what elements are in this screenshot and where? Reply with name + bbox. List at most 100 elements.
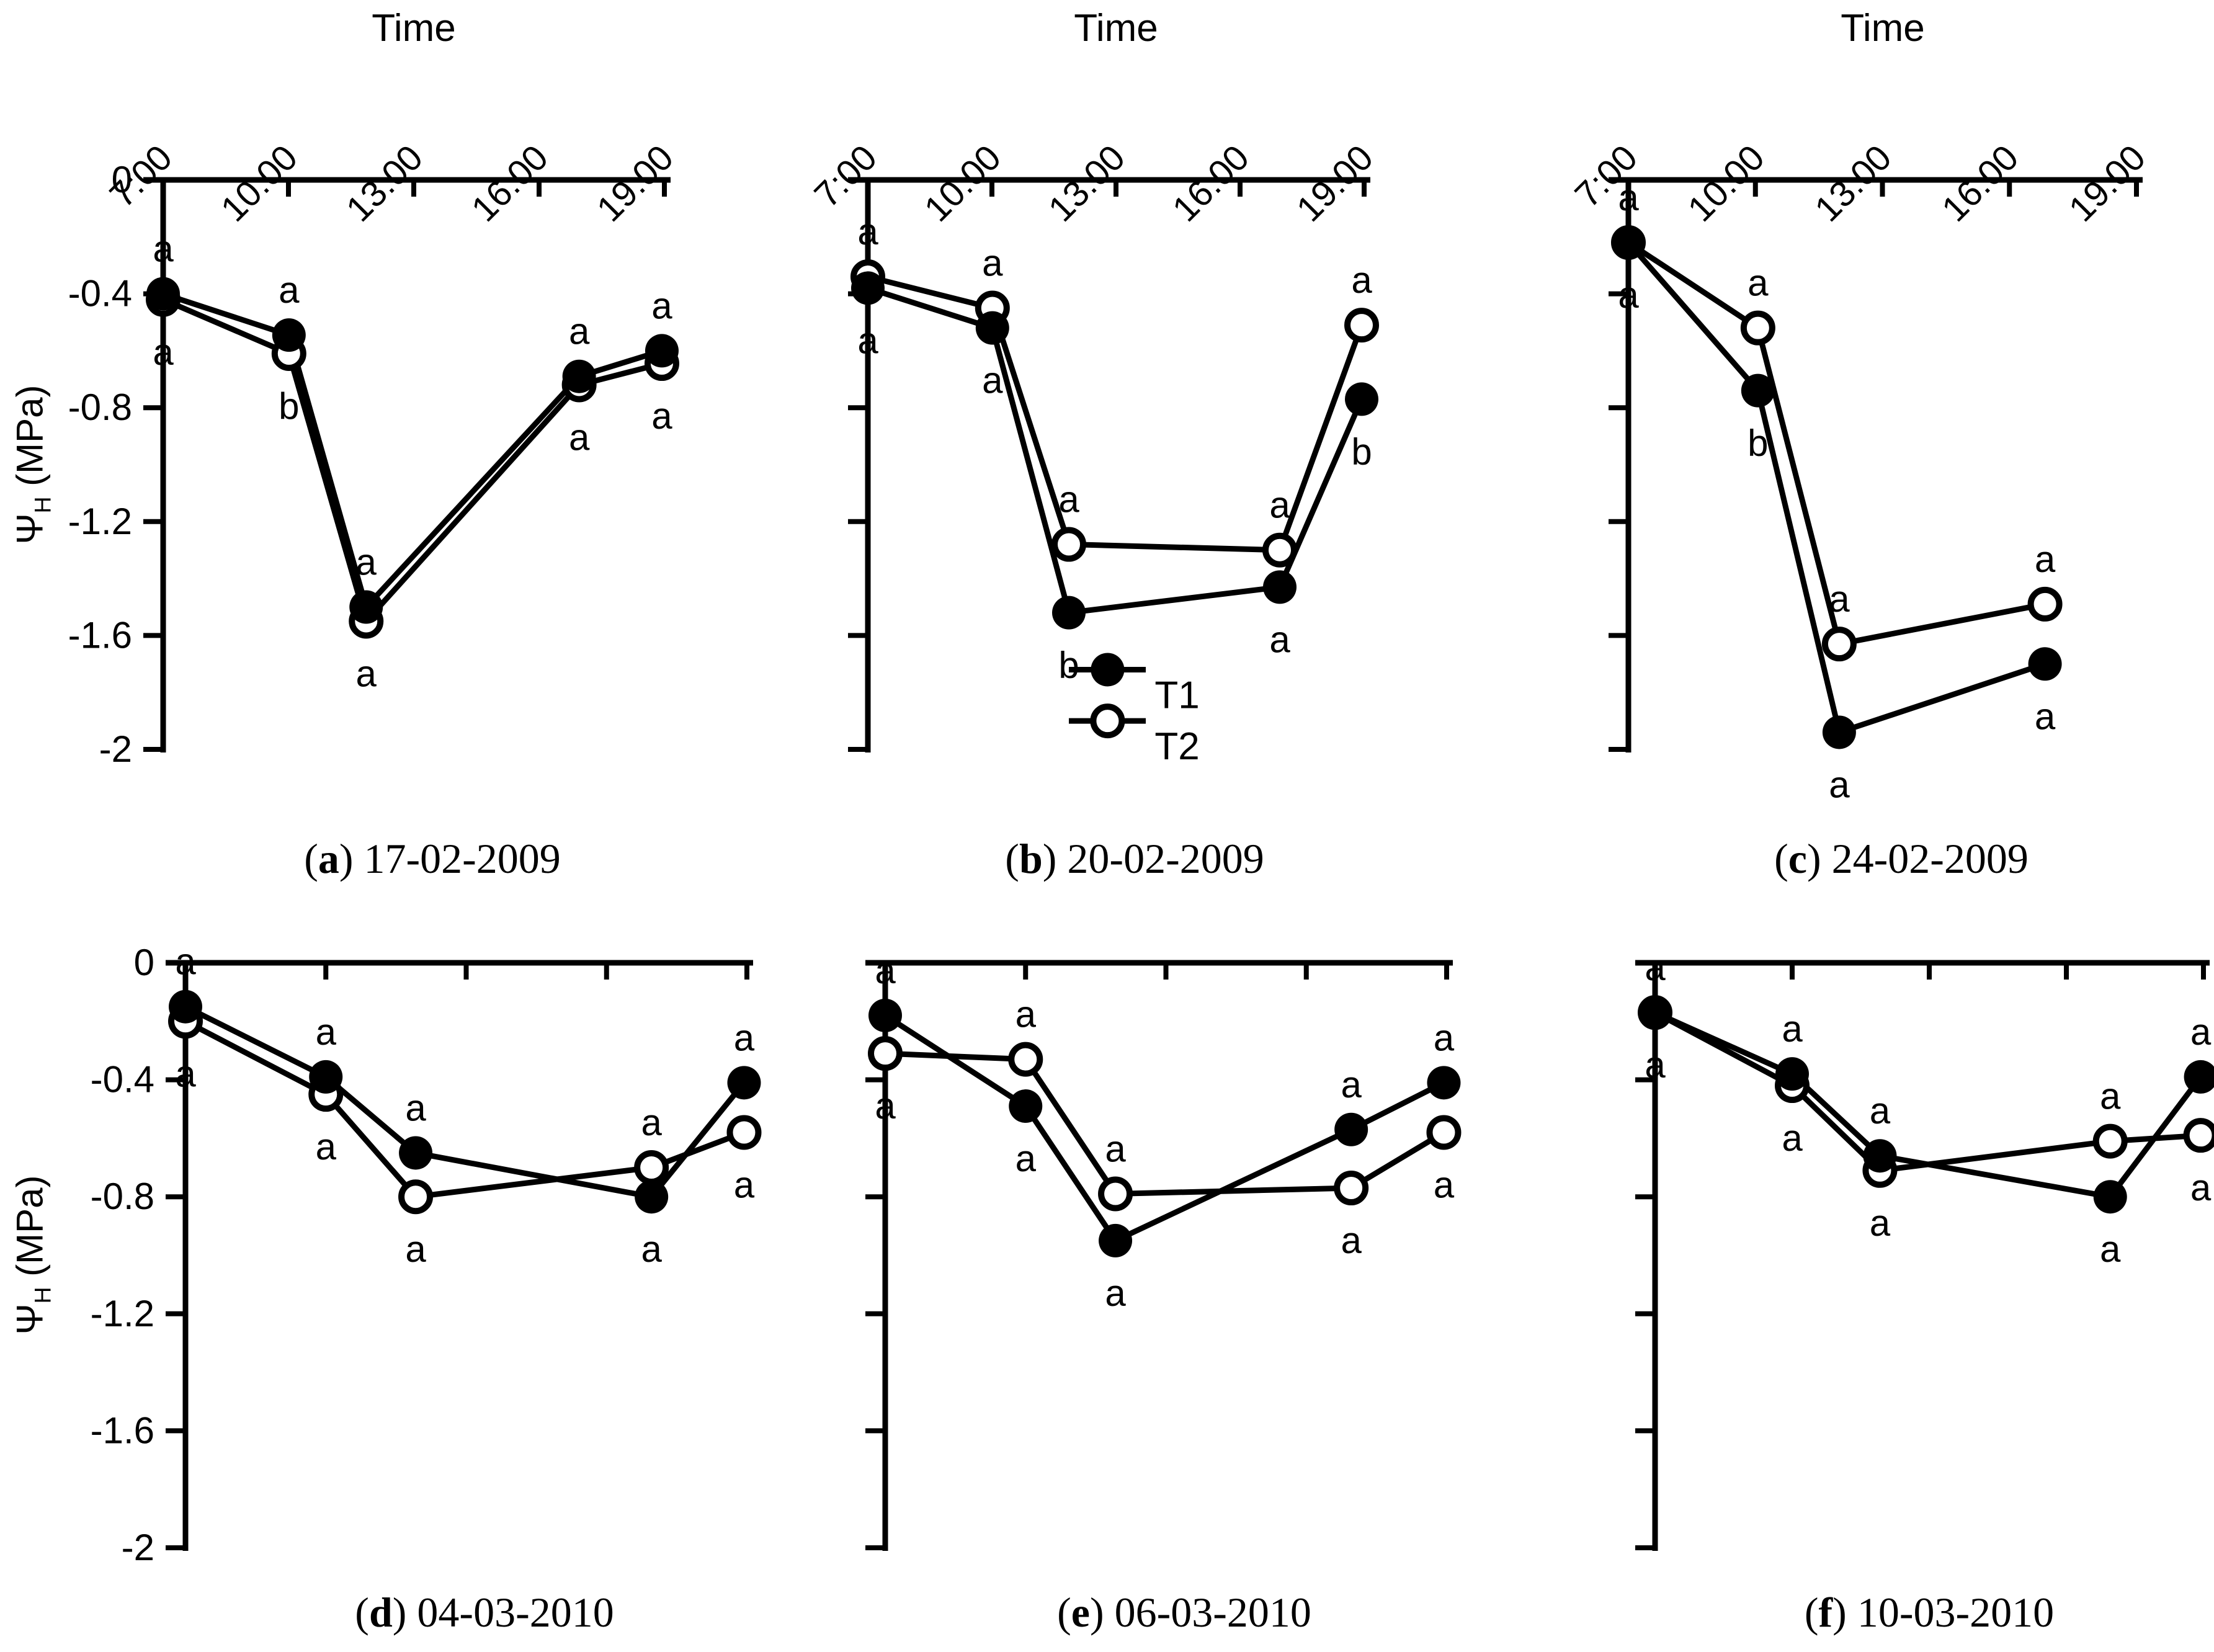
sig-letter-above-b: a xyxy=(982,243,1003,284)
sig-letter-below-e: a xyxy=(875,1085,896,1127)
psi-symbol: Ψ xyxy=(9,513,51,545)
sig-letter-below-e: a xyxy=(1105,1272,1126,1314)
caption-date: 20-02-2009 xyxy=(1067,835,1264,882)
data-point-filled-t1-b xyxy=(1345,382,1378,416)
data-point-open-t2-b xyxy=(1262,532,1297,568)
sig-letter-above-f: a xyxy=(2100,1076,2121,1117)
series-line-t1-c xyxy=(1626,241,2046,736)
data-point-filled-t1-c xyxy=(2028,647,2062,681)
sig-letter-above-d: a xyxy=(405,1087,426,1128)
y-tick-label-a: -1.6 xyxy=(68,614,132,656)
data-point-filled-t1-f xyxy=(2184,1060,2214,1094)
x-tick-label-c: 13:00 xyxy=(1807,137,1899,230)
data-point-filled-t1-a xyxy=(349,590,383,624)
sig-letter-above-c: a xyxy=(1618,177,1639,218)
sig-letter-above-b: a xyxy=(1351,259,1372,301)
sig-letter-below-d: a xyxy=(405,1228,426,1270)
sig-letter-above-d: a xyxy=(175,941,196,983)
data-point-filled-t1-c xyxy=(1741,373,1775,408)
x-tick-label-a: 10:00 xyxy=(213,137,306,230)
sig-letter-below-e: a xyxy=(1341,1220,1362,1261)
sig-letter-below-b: b xyxy=(1351,431,1372,472)
data-point-filled-t1-e xyxy=(1334,1112,1368,1146)
data-point-filled-t1-a xyxy=(645,334,679,368)
sig-letter-below-b: a xyxy=(857,319,878,361)
data-point-open-t2-c xyxy=(1740,310,1775,346)
data-point-open-t2-c xyxy=(2027,586,2063,622)
caption-panel-a: (a) 17-02-2009 xyxy=(304,835,561,882)
data-point-filled-t1-d xyxy=(169,989,202,1024)
data-point-filled-t1-f xyxy=(1775,1057,1809,1091)
y-tick-label-d: -0.8 xyxy=(91,1176,154,1217)
x-axis-title-panel-c: Time xyxy=(1841,7,1925,50)
data-point-open-t2-d xyxy=(726,1115,762,1150)
x-tick-label-c: 16:00 xyxy=(1934,137,2027,230)
sig-letter-above-d: a xyxy=(641,1102,662,1143)
x-tick-label-c: 19:00 xyxy=(2061,137,2154,230)
data-point-filled-t1-a xyxy=(272,318,306,352)
sig-letter-above-a: a xyxy=(356,542,377,583)
caption-date: 10-03-2010 xyxy=(1857,1589,2055,1636)
data-point-open-t2-f xyxy=(2092,1123,2128,1159)
sig-letter-above-b: a xyxy=(857,211,878,252)
data-point-filled-t1-d xyxy=(727,1066,761,1100)
y-axis-title-panel-d: ΨH (MPa) xyxy=(9,1176,56,1335)
sig-letter-above-f: a xyxy=(1645,947,1666,988)
sig-letter-below-d: a xyxy=(316,1126,337,1168)
x-tick-label-c: 10:00 xyxy=(1680,137,1772,230)
x-tick-label-a: 19:00 xyxy=(589,137,682,230)
x-tick-label-b: 16:00 xyxy=(1165,137,1257,230)
legend-label-t1: T1 xyxy=(1154,674,1199,717)
y-tick-label-a: -0.8 xyxy=(68,386,132,428)
sig-letter-above-f: a xyxy=(2190,1011,2212,1053)
data-point-open-t2-e xyxy=(1426,1115,1462,1150)
sig-letter-above-c: a xyxy=(2035,538,2056,580)
caption-panel-d: (d) 04-03-2010 xyxy=(355,1589,614,1636)
data-point-filled-t1-e xyxy=(1427,1066,1461,1100)
sig-letter-below-f: a xyxy=(1782,1117,1803,1159)
data-point-filled-t1-b xyxy=(1052,596,1086,630)
x-axis-title-panel-b: Time xyxy=(1074,7,1158,50)
data-point-filled-t1-b xyxy=(1263,570,1297,604)
sig-letter-above-d: a xyxy=(734,1017,755,1058)
sig-letter-below-f: a xyxy=(1870,1202,1891,1244)
psi-symbol: Ψ xyxy=(9,1303,51,1335)
sig-letter-above-e: a xyxy=(1341,1064,1362,1105)
sig-letter-below-b: a xyxy=(1269,618,1290,660)
sig-letter-below-c: a xyxy=(1829,764,1850,805)
sig-letter-above-d: a xyxy=(316,1011,337,1053)
sig-letter-above-a: a xyxy=(651,285,672,326)
y-axis-unit: (MPa) xyxy=(9,1175,51,1287)
psi-subscript: H xyxy=(29,1287,56,1304)
sig-letter-below-f: a xyxy=(2190,1167,2212,1208)
data-point-filled-t1-f xyxy=(2093,1180,2127,1214)
sig-letter-below-f: a xyxy=(2100,1228,2121,1270)
data-point-filled-t1-c xyxy=(1612,225,1645,259)
sig-letter-below-a: a xyxy=(569,416,590,458)
x-tick-label-b: 10:00 xyxy=(917,137,1009,230)
data-point-filled-t1-e xyxy=(1099,1223,1133,1257)
data-point-open-t2-b xyxy=(1344,308,1379,343)
sig-letter-below-a: a xyxy=(153,331,174,373)
sig-letter-above-f: a xyxy=(1870,1090,1891,1132)
data-point-filled-t1-f xyxy=(1638,996,1672,1030)
y-tick-label-a: 0 xyxy=(112,159,132,200)
x-tick-label-b: 13:00 xyxy=(1041,137,1133,230)
sig-letter-above-e: a xyxy=(1105,1128,1126,1169)
sig-letter-above-a: a xyxy=(569,311,590,352)
y-tick-label-d: -1.6 xyxy=(91,1409,154,1451)
sig-letter-above-b: a xyxy=(1058,479,1079,520)
legend-marker-filled xyxy=(1091,653,1125,687)
sig-letter-below-b: b xyxy=(1058,645,1079,686)
sig-letter-below-f: a xyxy=(1645,1044,1666,1086)
sig-letter-above-c: a xyxy=(1748,262,1769,304)
data-point-filled-t1-d xyxy=(309,1060,343,1094)
y-tick-label-a: -0.4 xyxy=(68,273,132,315)
y-axis-unit: (MPa) xyxy=(9,385,51,497)
data-point-filled-t1-a xyxy=(562,359,596,393)
sig-letter-below-c: a xyxy=(1618,274,1639,316)
data-point-filled-t1-a xyxy=(146,277,180,311)
y-tick-label-d: 0 xyxy=(134,942,154,983)
